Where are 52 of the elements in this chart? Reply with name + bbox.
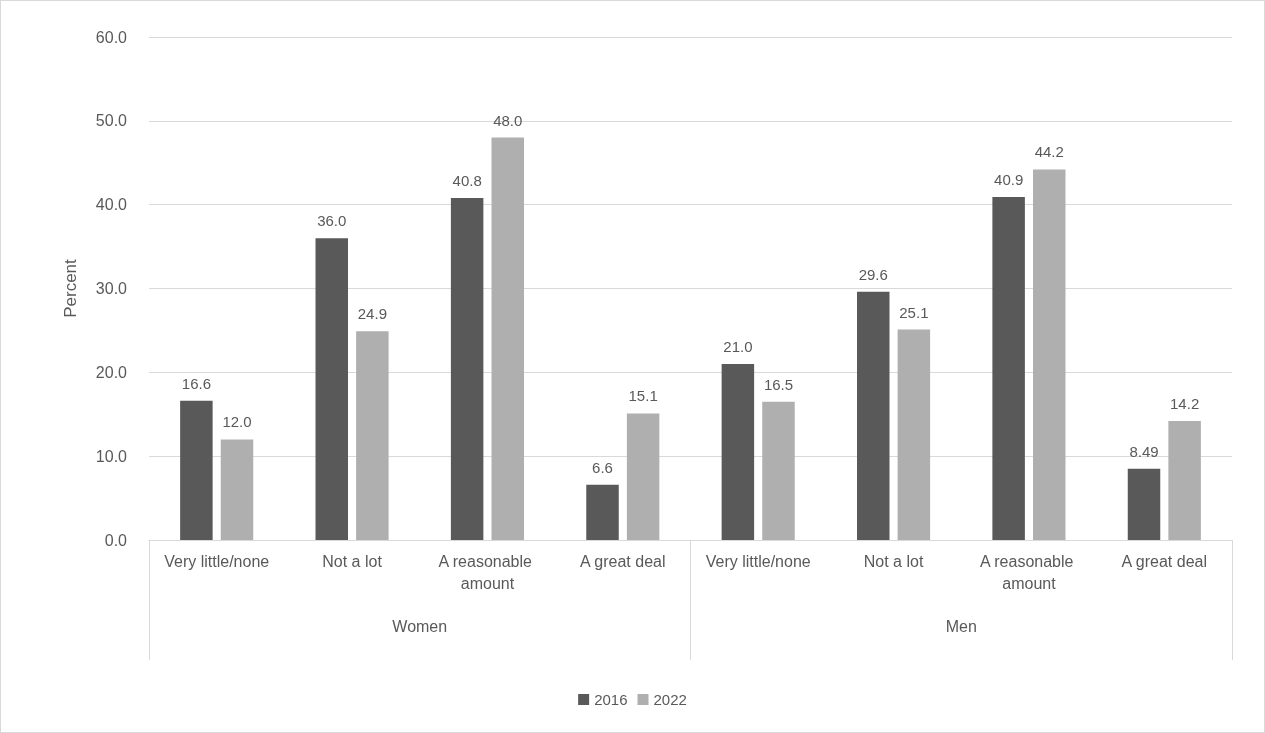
data-label: 44.2 xyxy=(1034,143,1064,161)
data-label: 14.2 xyxy=(1170,394,1200,412)
bar xyxy=(315,238,348,540)
text: Men xyxy=(945,617,977,635)
y-axis-title: Percent xyxy=(61,258,80,318)
data-label: 36.0 xyxy=(317,212,347,230)
data-label: 15.1 xyxy=(628,387,658,405)
data-label: 40.8 xyxy=(452,171,482,189)
x-tick-label: Not a lot xyxy=(322,552,383,570)
bar xyxy=(356,331,389,540)
x-tick-label: A great deal xyxy=(580,552,666,570)
bar xyxy=(586,484,619,540)
bar xyxy=(992,197,1025,540)
bar xyxy=(491,137,524,540)
x-tick-label: A reasonable amount xyxy=(438,552,537,592)
y-tick-label: 50.0 xyxy=(95,112,128,130)
bar xyxy=(897,329,931,540)
y-tick-label: 20.0 xyxy=(95,363,128,381)
data-label: 12.0 xyxy=(222,413,252,431)
bar xyxy=(220,439,254,540)
y-tick-label: 10.0 xyxy=(95,447,128,465)
bar xyxy=(1168,420,1201,540)
x-tick-label: A reasonable amount xyxy=(980,552,1078,592)
bar xyxy=(721,363,755,540)
x-tick-label: A great deal xyxy=(1121,552,1208,570)
bar xyxy=(762,401,795,540)
data-label: 29.6 xyxy=(858,265,888,283)
data-label: 16.5 xyxy=(763,375,794,393)
bar xyxy=(857,291,890,540)
legend-label: 2022 xyxy=(653,691,687,708)
data-label: 25.1 xyxy=(899,303,929,321)
data-label: 40.9 xyxy=(994,171,1024,189)
x-tick-label: Very little/none xyxy=(164,552,270,570)
y-tick-label: 60.0 xyxy=(95,28,128,46)
bar xyxy=(1127,468,1161,540)
bar xyxy=(626,413,660,540)
bar xyxy=(180,400,213,540)
x-tick-label: Not a lot xyxy=(863,552,924,570)
data-label: 24.9 xyxy=(357,305,387,323)
bar xyxy=(1033,169,1066,540)
data-label: 6.6 xyxy=(592,458,613,476)
data-label: 16.6 xyxy=(181,374,211,392)
bar xyxy=(450,197,484,540)
legend-label: 2016 xyxy=(594,691,628,708)
data-label: 21.0 xyxy=(723,337,753,355)
text: Women xyxy=(392,617,448,635)
y-tick-label: 40.0 xyxy=(95,196,128,214)
x-tick-label: Very little/none xyxy=(705,552,811,570)
data-label: 8.49 xyxy=(1129,442,1159,460)
y-tick-label: 30.0 xyxy=(95,280,128,297)
y-tick-label: 0.0 xyxy=(104,531,128,549)
data-label: 48.0 xyxy=(493,111,523,129)
